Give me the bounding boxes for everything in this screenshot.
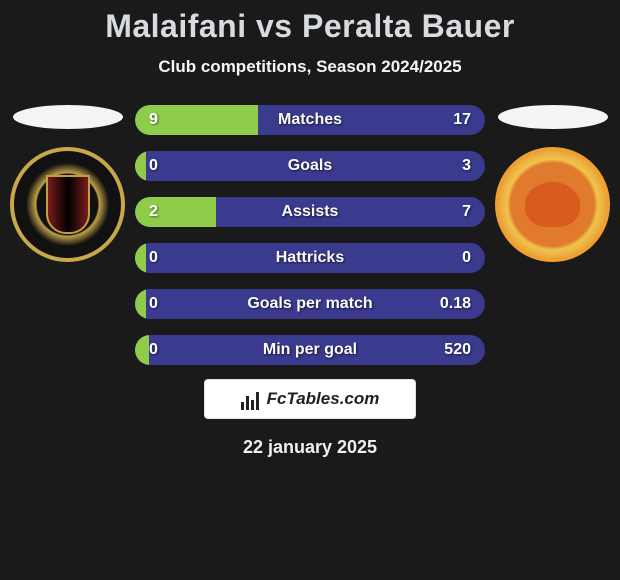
- stat-right-value: 0.18: [440, 295, 471, 313]
- comparison-card: Malaifani vs Peralta Bauer Club competit…: [0, 0, 620, 458]
- stat-row: 0Min per goal520: [135, 335, 485, 365]
- left-player-col: [10, 105, 125, 262]
- stat-row: 0Goals per match0.18: [135, 289, 485, 319]
- left-flag-icon: [13, 105, 123, 129]
- stat-right-value: 17: [453, 111, 471, 129]
- stat-label: Assists: [135, 203, 485, 221]
- stat-row: 2Assists7: [135, 197, 485, 227]
- stat-right-value: 520: [444, 341, 471, 359]
- stat-label: Hattricks: [135, 249, 485, 267]
- page-title: Malaifani vs Peralta Bauer: [0, 8, 620, 45]
- date-label: 22 january 2025: [0, 437, 620, 458]
- stat-right-value: 0: [462, 249, 471, 267]
- stat-label: Matches: [135, 111, 485, 129]
- stat-row: 9Matches17: [135, 105, 485, 135]
- stat-label: Goals per match: [135, 295, 485, 313]
- right-team-crest: [495, 147, 610, 262]
- stat-right-value: 3: [462, 157, 471, 175]
- right-flag-icon: [498, 105, 608, 129]
- stats-column: 9Matches170Goals32Assists70Hattricks00Go…: [135, 105, 485, 365]
- comparison-row: 9Matches170Goals32Assists70Hattricks00Go…: [0, 105, 620, 365]
- right-player-col: [495, 105, 610, 262]
- brand-text: FcTables.com: [267, 389, 380, 409]
- chart-icon: [241, 388, 263, 410]
- stat-row: 0Hattricks0: [135, 243, 485, 273]
- stat-row: 0Goals3: [135, 151, 485, 181]
- stat-right-value: 7: [462, 203, 471, 221]
- subtitle: Club competitions, Season 2024/2025: [0, 57, 620, 77]
- stat-label: Goals: [135, 157, 485, 175]
- brand-badge[interactable]: FcTables.com: [204, 379, 416, 419]
- left-team-crest: [10, 147, 125, 262]
- stat-label: Min per goal: [135, 341, 485, 359]
